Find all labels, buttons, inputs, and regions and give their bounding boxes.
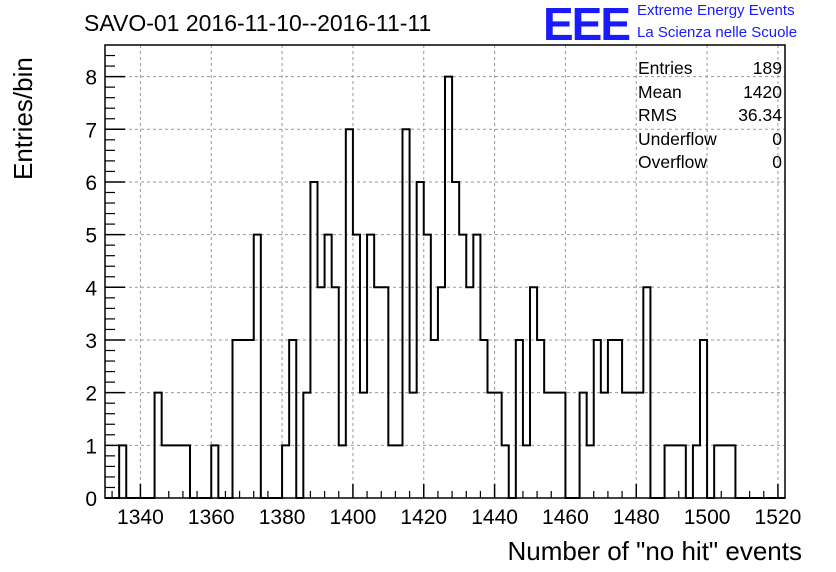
x-tick-label: 1380: [259, 506, 306, 529]
stat-mean-label: Mean: [638, 81, 682, 102]
stat-rms: RMS 36.34: [638, 105, 782, 129]
chart-title: SAVO-01 2016-11-10--2016-11-11: [84, 10, 432, 36]
stat-mean-value: 1420: [743, 81, 782, 102]
stats-box: Entries 189 Mean 1420 RMS 36.34 Underflo…: [638, 58, 782, 176]
y-tick-label: 3: [85, 330, 97, 353]
x-tick-label: 1440: [471, 506, 518, 529]
y-tick-label: 2: [85, 383, 97, 406]
y-tick-label: 0: [85, 488, 97, 511]
y-tick-label: 1: [85, 435, 97, 458]
x-tick-label: 1340: [117, 506, 164, 529]
y-tick-label: 7: [85, 119, 97, 142]
stat-underflow-value: 0: [772, 128, 782, 149]
y-axis-label: Entries/bin: [8, 57, 38, 180]
stat-overflow-label: Overflow: [638, 152, 708, 172]
stat-overflow-value: 0: [772, 152, 782, 172]
stat-rms-value: 36.34: [738, 105, 782, 125]
x-tick-label: 1400: [330, 506, 377, 529]
stat-mean: Mean 1420: [638, 82, 782, 106]
histogram-series-line: [105, 75, 785, 499]
x-tick-label: 1500: [684, 506, 731, 529]
axis-tick-labels: 1340 1360 1380 1400 1420 1440 1460 1480 1500 1520…: [85, 67, 801, 529]
stat-entries-value: 189: [752, 58, 782, 78]
eee-logo: EEE: [543, 0, 631, 50]
stat-entries-label: Entries: [638, 58, 693, 78]
x-axis-label: Number of "no hit" events: [507, 536, 803, 566]
x-tick-label: 1460: [542, 506, 589, 529]
x-tick-label: 1480: [613, 506, 660, 529]
logo-line-1: Extreme Energy Events: [637, 2, 795, 19]
logo-line-2: La Scienza nelle Scuole: [637, 24, 798, 41]
x-tick-label: 1420: [400, 506, 447, 529]
x-tick-label: 1360: [188, 506, 235, 529]
stat-rms-label: RMS: [638, 105, 677, 125]
y-tick-label: 8: [85, 67, 97, 90]
axis-ticks: [105, 54, 779, 499]
stat-underflow-label: Underflow: [638, 128, 717, 149]
stat-underflow: Underflow 0: [638, 129, 782, 153]
stat-overflow: Overflow 0: [638, 152, 782, 176]
stat-entries: Entries 189: [638, 58, 782, 82]
y-tick-label: 5: [85, 225, 97, 248]
plot-frame: [104, 44, 786, 499]
y-tick-label: 6: [85, 172, 97, 195]
x-tick-label: 1520: [755, 506, 802, 529]
y-tick-label: 4: [85, 277, 97, 300]
